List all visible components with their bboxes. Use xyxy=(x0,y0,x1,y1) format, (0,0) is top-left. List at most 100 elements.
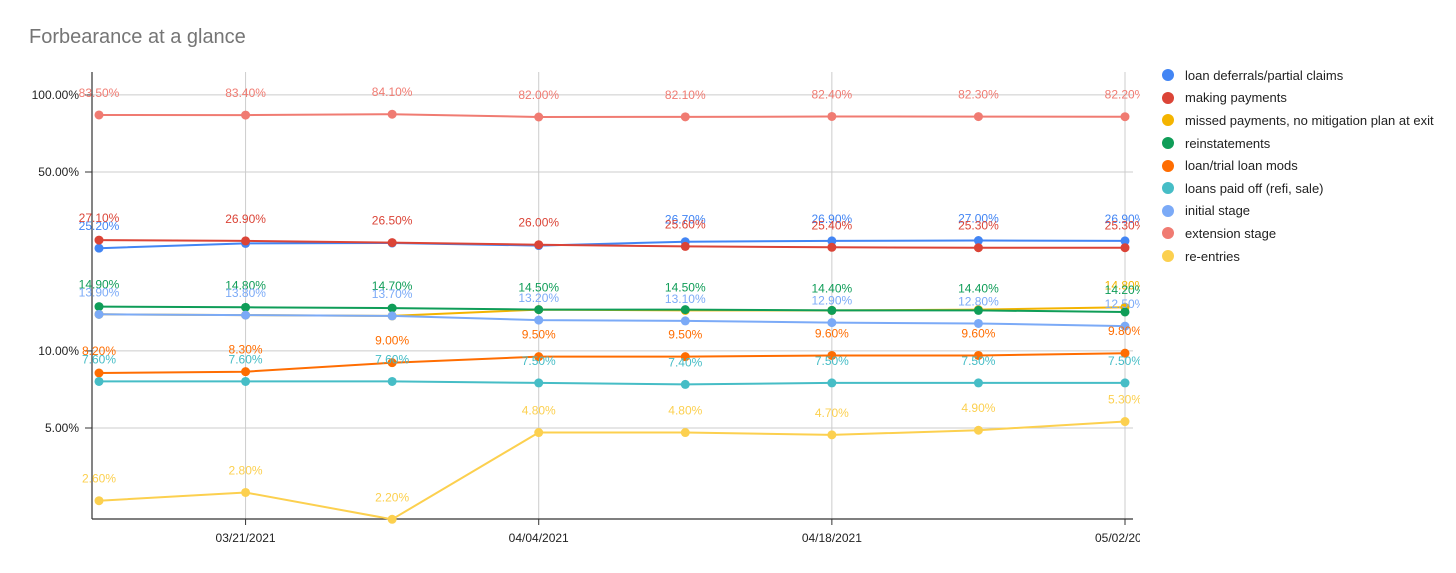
data-label: 8.30% xyxy=(229,343,263,357)
data-label: 12.50% xyxy=(1105,297,1140,311)
chart-plot: 5.00% 10.00% 50.00% 100.00% 03/21/2021 04/04/… xyxy=(32,72,1140,545)
data-label: 12.90% xyxy=(812,294,853,308)
data-point xyxy=(680,379,690,389)
data-point xyxy=(973,350,983,360)
data-point xyxy=(94,496,104,506)
data-label: 13.80% xyxy=(225,286,266,300)
data-label: 12.80% xyxy=(958,294,999,308)
data-point xyxy=(241,236,251,246)
legend-item: reinstatements xyxy=(1162,132,1434,155)
data-point xyxy=(241,487,251,497)
data-label-layer: 25.20% 26.70% 26.90% 27.00% 26.90% 27.10% 26.9… xyxy=(79,85,1140,504)
data-point xyxy=(241,302,251,312)
data-label: 7.60% xyxy=(229,352,263,366)
legend-item: initial stage xyxy=(1162,200,1434,223)
data-label: 14.80% xyxy=(225,278,266,292)
y-tick-label: 5.00% xyxy=(45,421,79,435)
data-point xyxy=(827,430,837,440)
data-label: 25.40% xyxy=(812,218,853,232)
data-point xyxy=(680,305,690,315)
data-point xyxy=(387,514,397,524)
data-point xyxy=(1120,348,1130,358)
x-tick-label: 04/04/2021 xyxy=(509,531,569,545)
data-label: 13.90% xyxy=(79,285,120,299)
data-label: 83.40% xyxy=(225,86,266,100)
data-point xyxy=(387,303,397,313)
x-tick-label: 03/21/2021 xyxy=(216,531,276,545)
legend-swatch xyxy=(1162,250,1174,263)
data-point xyxy=(94,110,104,120)
data-label: 14.40% xyxy=(812,281,853,295)
legend-label: extension stage xyxy=(1185,225,1277,241)
legend-label: loans paid off (refi, sale) xyxy=(1185,180,1324,196)
legend-swatch xyxy=(1162,182,1174,195)
data-point xyxy=(680,241,690,251)
data-label: 26.50% xyxy=(372,214,413,228)
data-point xyxy=(94,309,104,319)
data-label: 26.00% xyxy=(518,216,559,230)
legend-item: re-entries xyxy=(1162,245,1434,268)
data-label: 7.50% xyxy=(522,354,556,368)
data-label: 25.60% xyxy=(665,217,706,231)
data-point xyxy=(1120,378,1130,388)
data-point xyxy=(387,238,397,248)
data-label: 82.00% xyxy=(518,88,559,102)
data-label: 7.50% xyxy=(1108,354,1140,368)
data-point xyxy=(1120,236,1130,246)
data-label: 26.70% xyxy=(665,213,706,227)
data-label: 5.30% xyxy=(1108,393,1140,407)
data-label: 14.40% xyxy=(958,281,999,295)
data-label: 7.60% xyxy=(375,352,409,366)
data-label: 82.20% xyxy=(1105,88,1140,102)
y-tick-label: 100.00% xyxy=(32,88,80,102)
data-label: 7.50% xyxy=(815,354,849,368)
data-point xyxy=(680,112,690,122)
data-point xyxy=(1120,321,1130,331)
legend-swatch xyxy=(1162,114,1174,127)
y-tick-label: 50.00% xyxy=(38,165,79,179)
data-point xyxy=(241,310,251,320)
data-label: 4.70% xyxy=(815,406,849,420)
data-label: 25.30% xyxy=(958,219,999,233)
legend-swatch xyxy=(1162,69,1174,82)
data-point xyxy=(241,376,251,386)
data-label: 9.00% xyxy=(375,334,409,348)
data-point xyxy=(973,425,983,435)
data-label: 84.10% xyxy=(372,85,413,99)
data-point xyxy=(1120,112,1130,122)
legend-swatch xyxy=(1162,227,1174,240)
data-point xyxy=(973,305,983,315)
data-point xyxy=(387,109,397,119)
data-point xyxy=(827,378,837,388)
series-line-4 xyxy=(98,352,1126,374)
legend-label: reinstatements xyxy=(1185,135,1271,151)
legend-item: extension stage xyxy=(1162,222,1434,245)
data-point xyxy=(94,235,104,245)
x-tick-label: 05/02/2021 xyxy=(1095,531,1140,545)
data-label: 82.40% xyxy=(812,87,853,101)
data-point xyxy=(827,111,837,121)
chart-title: Forbearance at a glance xyxy=(29,26,246,48)
data-point xyxy=(94,368,104,378)
data-point xyxy=(94,376,104,386)
data-label: 26.90% xyxy=(812,212,853,226)
legend: loan deferrals/partial claims making paym… xyxy=(1162,64,1434,267)
data-label: 25.20% xyxy=(79,219,120,233)
data-point xyxy=(680,316,690,326)
data-point xyxy=(973,243,983,253)
grid-layer xyxy=(92,72,1133,519)
axis-layer: 5.00% 10.00% 50.00% 100.00% 03/21/2021 04/04/… xyxy=(32,72,1140,545)
data-point xyxy=(534,305,544,315)
data-label: 27.10% xyxy=(79,211,120,225)
data-point xyxy=(534,428,544,438)
data-label: 27.00% xyxy=(958,212,999,226)
y-tick-label: 10.00% xyxy=(38,344,79,358)
legend-item: loans paid off (refi, sale) xyxy=(1162,177,1434,200)
legend-label: initial stage xyxy=(1185,203,1251,219)
data-label: 26.90% xyxy=(225,212,266,226)
data-label: 9.60% xyxy=(961,326,995,340)
data-label: 82.10% xyxy=(665,88,706,102)
data-point xyxy=(387,376,397,386)
data-label: 2.80% xyxy=(229,463,263,477)
legend-label: loan/trial loan mods xyxy=(1185,158,1298,174)
